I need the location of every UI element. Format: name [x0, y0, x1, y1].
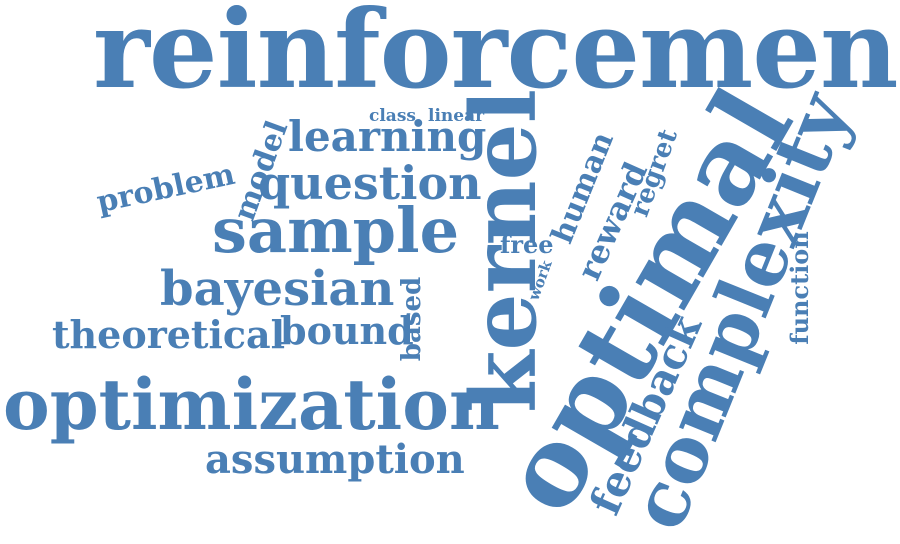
word-function: function — [784, 231, 814, 345]
word-reinforcement: reinforcement — [93, 0, 900, 113]
word-assumption: assumption — [205, 436, 465, 483]
word-sample: sample — [212, 194, 460, 267]
word-based: based — [397, 276, 428, 362]
word-linear: linear — [428, 106, 485, 126]
word-class: class — [369, 106, 416, 126]
word-question: question — [258, 156, 482, 210]
word-bayesian: bayesian — [160, 261, 395, 317]
word-theoretical: theoretical — [52, 312, 286, 357]
word-optimization: optimization — [3, 363, 500, 446]
word-free: free — [500, 230, 554, 259]
word-learning: learning — [288, 112, 487, 161]
word-kernel: kernel — [450, 89, 557, 413]
word-bound: bound — [280, 308, 414, 353]
